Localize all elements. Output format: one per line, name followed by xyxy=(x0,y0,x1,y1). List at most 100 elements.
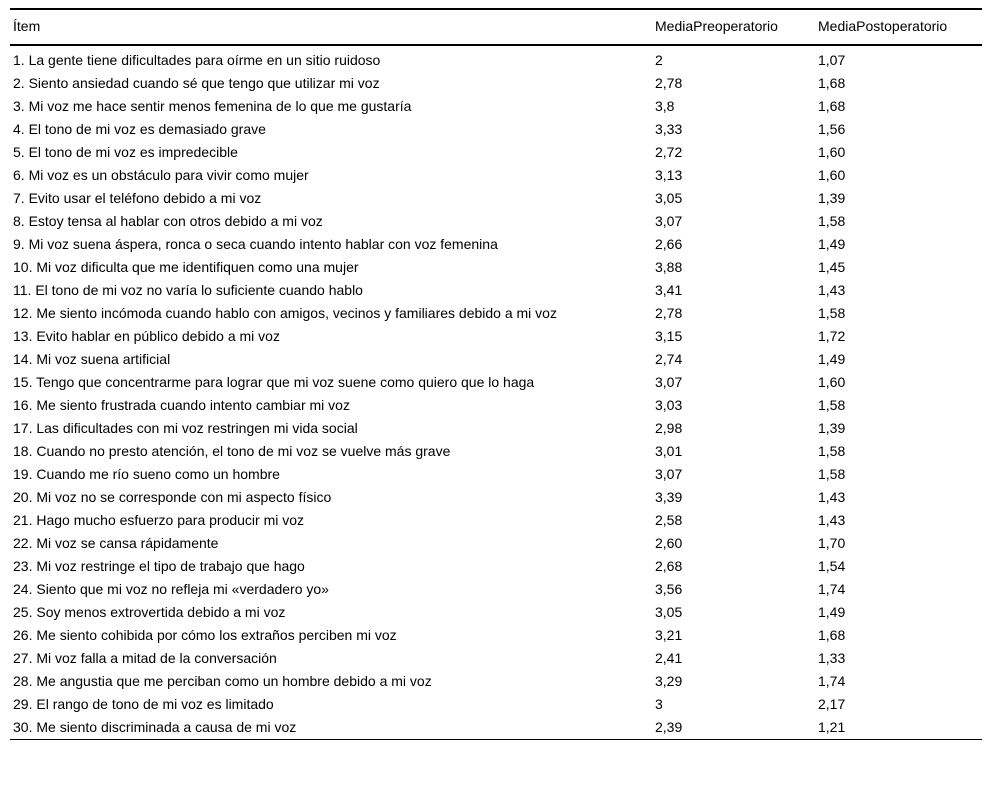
post-mean-value: 1,43 xyxy=(818,512,846,528)
item-text: 26. Me siento cohibida por cómo los extr… xyxy=(13,627,397,643)
pre-mean-value: 2,66 xyxy=(655,236,683,252)
pre-mean-value: 3,33 xyxy=(655,121,683,137)
table-body: 1. La gente tiene dificultades para oírm… xyxy=(10,45,982,740)
table-row: 24. Siento que mi voz no refleja mi «ver… xyxy=(10,578,982,601)
pre-mean-value: 3,15 xyxy=(655,328,683,344)
pre-mean-value: 3,88 xyxy=(655,259,683,275)
table-row: 12. Me siento incómoda cuando hablo con … xyxy=(10,302,982,325)
post-mean-value: 1,58 xyxy=(818,443,846,459)
pre-mean-value: 2,41 xyxy=(655,650,683,666)
post-mean-value: 1,68 xyxy=(818,627,846,643)
item-text: 6. Mi voz es un obstáculo para vivir com… xyxy=(13,167,309,183)
post-mean-value: 1,45 xyxy=(818,259,846,275)
table-row: 22. Mi voz se cansa rápidamente 2,60 1,70 xyxy=(10,532,982,555)
table-row: 14. Mi voz suena artificial 2,74 1,49 xyxy=(10,348,982,371)
table-row: 28. Me angustia que me perciban como un … xyxy=(10,670,982,693)
post-mean-value: 1,39 xyxy=(818,420,846,436)
post-mean-value: 1,56 xyxy=(818,121,846,137)
pre-mean-value: 3,03 xyxy=(655,397,683,413)
pre-mean-value: 3,05 xyxy=(655,190,683,206)
post-mean-value: 1,68 xyxy=(818,75,846,91)
post-mean-value: 1,68 xyxy=(818,98,846,114)
pre-mean-value: 3,01 xyxy=(655,443,683,459)
item-text: 23. Mi voz restringe el tipo de trabajo … xyxy=(13,558,305,574)
pre-mean-value: 3,07 xyxy=(655,466,683,482)
column-header-post: MediaPostoperatorio xyxy=(818,9,982,46)
pre-mean-value: 3 xyxy=(655,696,663,712)
table-row: 11. El tono de mi voz no varía lo sufici… xyxy=(10,279,982,302)
post-mean-value: 1,70 xyxy=(818,535,846,551)
table-row: 6. Mi voz es un obstáculo para vivir com… xyxy=(10,164,982,187)
post-mean-value: 1,60 xyxy=(818,167,846,183)
pre-mean-value: 2,98 xyxy=(655,420,683,436)
item-text: 28. Me angustia que me perciban como un … xyxy=(13,673,432,689)
item-text: 27. Mi voz falla a mitad de la conversac… xyxy=(13,650,277,666)
table-row: 25. Soy menos extrovertida debido a mi v… xyxy=(10,601,982,624)
post-mean-value: 1,49 xyxy=(818,351,846,367)
table-row: 13. Evito hablar en público debido a mi … xyxy=(10,325,982,348)
pre-mean-value: 2,39 xyxy=(655,719,683,735)
item-text: 25. Soy menos extrovertida debido a mi v… xyxy=(13,604,286,620)
table-row: 3. Mi voz me hace sentir menos femenina … xyxy=(10,95,982,118)
pre-mean-value: 3,07 xyxy=(655,374,683,390)
pre-mean-value: 3,39 xyxy=(655,489,683,505)
pre-mean-value: 2,74 xyxy=(655,351,683,367)
pre-mean-value: 3,13 xyxy=(655,167,683,183)
pre-mean-value: 2,72 xyxy=(655,144,683,160)
table-row: 2. Siento ansiedad cuando sé que tengo q… xyxy=(10,72,982,95)
post-mean-value: 1,43 xyxy=(818,489,846,505)
post-mean-value: 1,74 xyxy=(818,673,846,689)
table-header: Ítem MediaPreoperatorio MediaPostoperatori… xyxy=(10,9,982,46)
item-text: 17. Las dificultades con mi voz restring… xyxy=(13,420,358,436)
pre-mean-value: 2,78 xyxy=(655,305,683,321)
pre-mean-value: 3,05 xyxy=(655,604,683,620)
post-mean-value: 1,60 xyxy=(818,144,846,160)
table-row: 1. La gente tiene dificultades para oírm… xyxy=(10,45,982,72)
item-text: 16. Me siento frustrada cuando intento c… xyxy=(13,397,350,413)
item-text: 19. Cuando me río sueno como un hombre xyxy=(13,466,280,482)
table-row: 17. Las dificultades con mi voz restring… xyxy=(10,417,982,440)
pre-mean-value: 3,56 xyxy=(655,581,683,597)
item-text: 7. Evito usar el teléfono debido a mi vo… xyxy=(13,190,262,206)
table-row: 5. El tono de mi voz es impredecible 2,72… xyxy=(10,141,982,164)
item-text: 13. Evito hablar en público debido a mi … xyxy=(13,328,280,344)
item-text: 24. Siento que mi voz no refleja mi «ver… xyxy=(13,581,329,597)
table-row: 9. Mi voz suena áspera, ronca o seca cua… xyxy=(10,233,982,256)
item-text: 18. Cuando no presto atención, el tono d… xyxy=(13,443,451,459)
table-row: 29. El rango de tono de mi voz es limita… xyxy=(10,693,982,716)
item-text: 22. Mi voz se cansa rápidamente xyxy=(13,535,219,551)
pre-mean-value: 3,21 xyxy=(655,627,683,643)
table-row: 18. Cuando no presto atención, el tono d… xyxy=(10,440,982,463)
item-text: 5. El tono de mi voz es impredecible xyxy=(13,144,238,160)
results-table: Ítem MediaPreoperatorio MediaPostoperatori… xyxy=(10,8,982,740)
item-text: 21. Hago mucho esfuerzo para producir mi… xyxy=(13,512,305,528)
table-row: 15. Tengo que concentrarme para lograr q… xyxy=(10,371,982,394)
post-mean-value: 1,72 xyxy=(818,328,846,344)
post-mean-value: 1,39 xyxy=(818,190,846,206)
item-text: 1. La gente tiene dificultades para oírm… xyxy=(13,52,381,68)
item-text: 4. El tono de mi voz es demasiado grave xyxy=(13,121,266,137)
item-text: 8. Estoy tensa al hablar con otros debid… xyxy=(13,213,323,229)
pre-mean-value: 3,8 xyxy=(655,98,675,114)
item-text: 2. Siento ansiedad cuando sé que tengo q… xyxy=(13,75,380,91)
table-row: 30. Me siento discriminada a causa de mi… xyxy=(10,716,982,740)
post-mean-value: 1,33 xyxy=(818,650,846,666)
item-text: 30. Me siento discriminada a causa de mi… xyxy=(13,719,297,735)
column-header-item: Ítem xyxy=(10,9,655,46)
table-header-row: Ítem MediaPreoperatorio MediaPostoperatori… xyxy=(10,9,982,46)
table-row: 20. Mi voz no se corresponde con mi aspe… xyxy=(10,486,982,509)
post-mean-value: 2,17 xyxy=(818,696,846,712)
post-mean-value: 1,43 xyxy=(818,282,846,298)
post-mean-value: 1,58 xyxy=(818,466,846,482)
item-text: 9. Mi voz suena áspera, ronca o seca cua… xyxy=(13,236,498,252)
table-row: 7. Evito usar el teléfono debido a mi vo… xyxy=(10,187,982,210)
table-row: 23. Mi voz restringe el tipo de trabajo … xyxy=(10,555,982,578)
pre-mean-value: 3,29 xyxy=(655,673,683,689)
post-mean-value: 1,74 xyxy=(818,581,846,597)
table-row: 19. Cuando me río sueno como un hombre 3,… xyxy=(10,463,982,486)
pre-mean-value: 2,58 xyxy=(655,512,683,528)
item-text: 20. Mi voz no se corresponde con mi aspe… xyxy=(13,489,332,505)
post-mean-value: 1,58 xyxy=(818,213,846,229)
pre-mean-value: 2,68 xyxy=(655,558,683,574)
